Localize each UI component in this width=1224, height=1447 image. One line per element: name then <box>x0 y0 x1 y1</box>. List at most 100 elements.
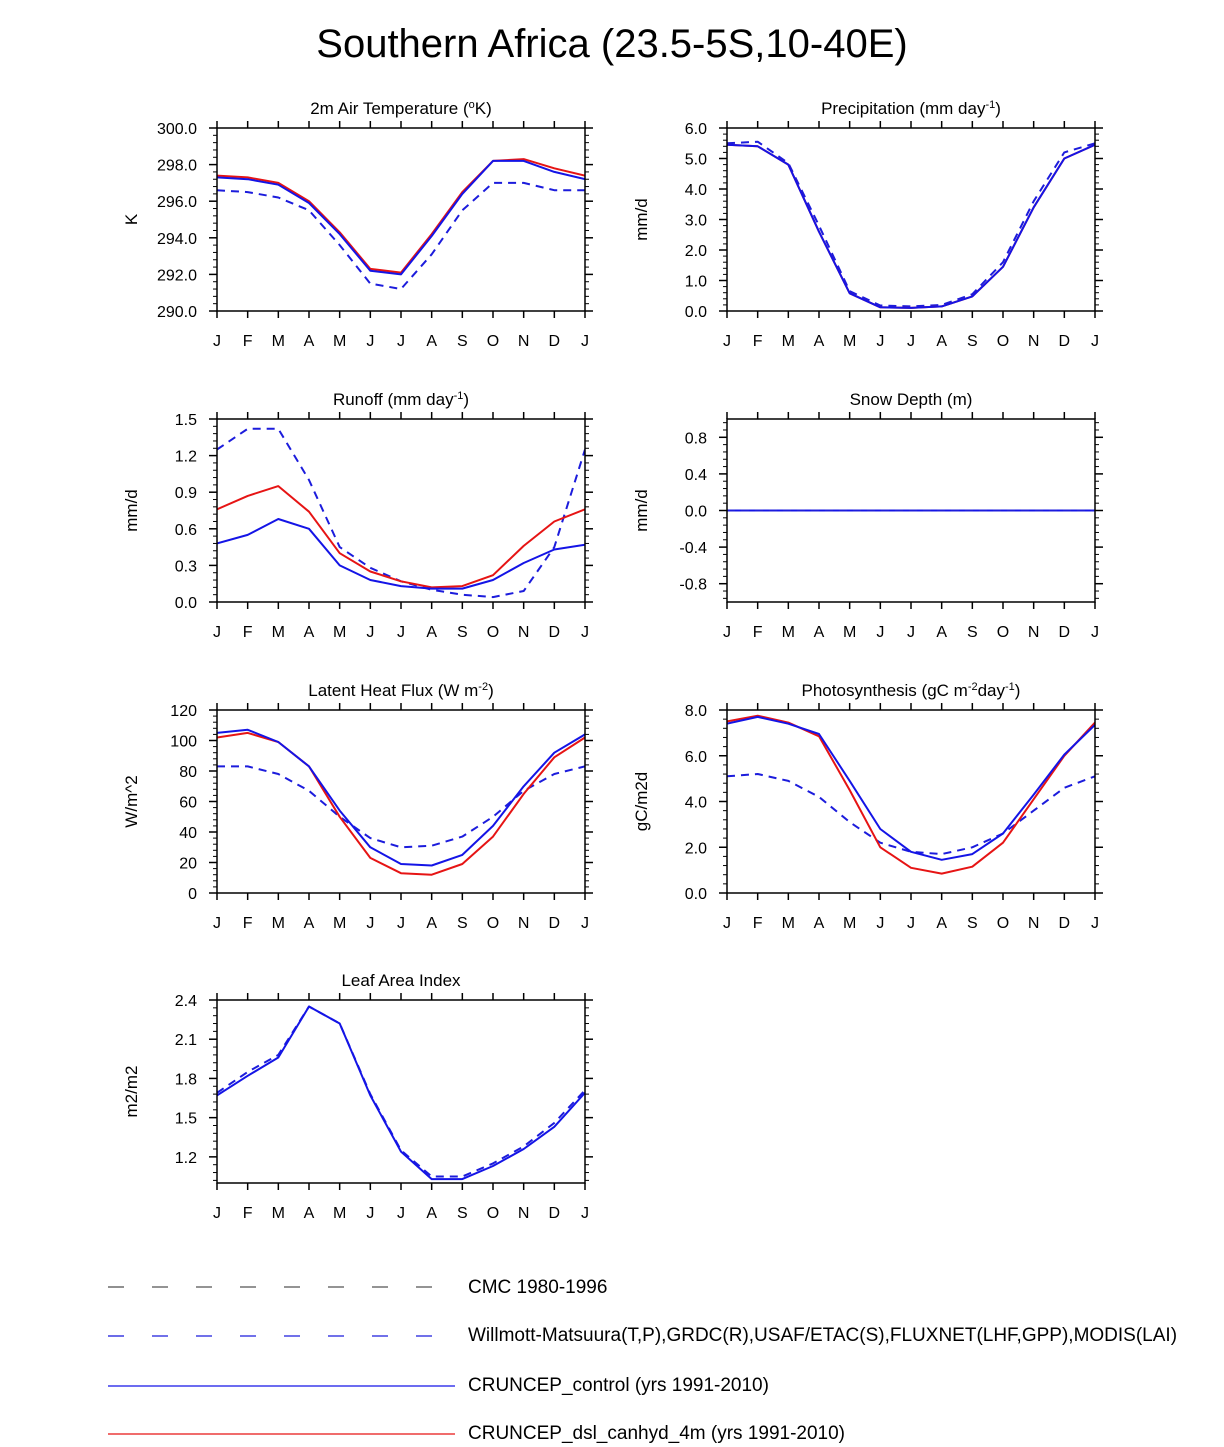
y-axis-label: W/m^2 <box>122 775 141 827</box>
chart-title-sup: -2 <box>478 681 488 693</box>
x-tick-label: O <box>487 624 499 641</box>
x-tick-label: A <box>814 624 825 641</box>
x-tick-label: S <box>967 333 978 350</box>
series-line-cruncep-control <box>217 1005 585 1181</box>
chart-title: Precipitation (mm day-1) <box>821 99 1001 118</box>
x-tick-label: J <box>1091 915 1099 932</box>
y-axis-label: mm/d <box>122 489 141 532</box>
y-tick-label: 0.4 <box>685 467 707 484</box>
x-tick-label: J <box>366 915 374 932</box>
x-tick-label: S <box>457 1205 468 1222</box>
y-tick-label: 80 <box>179 764 197 781</box>
x-tick-label: O <box>487 915 499 932</box>
plot-frame <box>216 709 586 894</box>
chart-title: Latent Heat Flux (W m-2) <box>308 681 494 700</box>
x-tick-label: J <box>213 624 221 641</box>
y-tick-label: 5.0 <box>685 152 707 169</box>
legend-label-canhyd: CRUNCEP_dsl_canhyd_4m (yrs 1991-2010) <box>468 1423 846 1444</box>
y-tick-label: 0.3 <box>175 558 197 575</box>
x-tick-label: D <box>549 624 561 641</box>
y-tick-label: 0.0 <box>685 304 707 321</box>
chart-title-text: Precipitation (mm day <box>821 99 986 118</box>
x-tick-label: A <box>936 915 947 932</box>
x-tick-label: M <box>272 624 285 641</box>
x-tick-label: D <box>1059 624 1071 641</box>
y-axis-label: mm/d <box>632 489 651 532</box>
y-tick-label: 6.0 <box>685 749 707 766</box>
chart-panel-7: J F M A M J J A S O N D J 1.2 1.5 1.8 2.1 2.4 m2/m2 Leaf Ar… <box>122 971 593 1222</box>
y-axis-label: m2/m2 <box>122 1066 141 1118</box>
x-tick-label: J <box>1091 624 1099 641</box>
series-line-cruncep-dsl-canhyd-4m <box>727 143 1095 309</box>
chart-title: Photosynthesis (gC m-2day-1) <box>802 681 1021 700</box>
chart-title-end: ) <box>488 681 494 700</box>
chart-title-end: K) <box>475 99 492 118</box>
y-tick-label: -0.4 <box>679 540 707 557</box>
x-tick-label: S <box>457 624 468 641</box>
x-tick-label: J <box>213 1205 221 1222</box>
x-tick-label: A <box>304 624 315 641</box>
series-line-cruncep-control <box>217 159 585 276</box>
x-tick-label: J <box>876 624 884 641</box>
x-tick-label: J <box>366 333 374 350</box>
y-tick-label: 0.8 <box>685 430 707 447</box>
x-tick-label: J <box>907 333 915 350</box>
y-tick-label: 1.0 <box>685 274 707 291</box>
y-tick-label: 0.0 <box>175 595 197 612</box>
series-line-fluxnet <box>727 773 1095 856</box>
chart-title-end: ) <box>1015 681 1021 700</box>
chart-panel-6: J F M A M J J A S O N D J 0.0 2.0 4.0 6.0 8.0 gC/m2d Photos… <box>632 681 1103 932</box>
y-tick-label: 20 <box>179 856 197 873</box>
y-tick-label: 0 <box>188 886 197 903</box>
x-tick-label: N <box>518 1205 530 1222</box>
x-tick-label: M <box>333 624 346 641</box>
chart-title-text: Snow Depth (m) <box>850 390 973 409</box>
x-tick-label: A <box>814 915 825 932</box>
y-tick-label: 1.2 <box>175 1150 197 1167</box>
x-tick-label: J <box>876 333 884 350</box>
x-tick-label: O <box>487 1205 499 1222</box>
x-tick-label: N <box>518 333 530 350</box>
chart-panel-4: J F M A M J J A S O N D J -0.8 -0.4 0.0 0.4 0.8 mm/d Snow D… <box>632 390 1103 641</box>
y-tick-label: 292.0 <box>157 267 197 284</box>
series-line-fluxnet <box>217 765 585 849</box>
y-axis-label: mm/d <box>632 198 651 241</box>
chart-title-text: Photosynthesis (gC m <box>802 681 968 700</box>
x-tick-label: A <box>936 333 947 350</box>
x-tick-label: F <box>243 624 253 641</box>
x-tick-label: D <box>549 1205 561 1222</box>
y-tick-label: 290.0 <box>157 304 197 321</box>
y-tick-label: 296.0 <box>157 194 197 211</box>
chart-panel-3: J F M A M J J A S O N D J 0.0 0.3 0.6 0.9 1.2 1.5 mm/d Runof… <box>122 390 593 641</box>
x-tick-label: M <box>843 915 856 932</box>
x-tick-label: A <box>304 1205 315 1222</box>
x-tick-label: N <box>1028 624 1040 641</box>
x-tick-label: J <box>397 624 405 641</box>
x-tick-label: J <box>397 333 405 350</box>
x-tick-label: M <box>333 333 346 350</box>
chart-title-text: Runoff (mm day <box>333 390 454 409</box>
x-tick-label: A <box>936 624 947 641</box>
plot-frame <box>726 709 1096 894</box>
series-line-cruncep-control <box>727 143 1095 309</box>
x-tick-label: S <box>967 624 978 641</box>
x-tick-label: J <box>397 915 405 932</box>
x-tick-label: D <box>549 333 561 350</box>
x-tick-label: J <box>213 915 221 932</box>
y-tick-label: 1.8 <box>175 1071 197 1088</box>
x-tick-label: J <box>1091 333 1099 350</box>
y-tick-label: 2.0 <box>685 243 707 260</box>
x-tick-label: O <box>997 915 1009 932</box>
y-tick-label: 4.0 <box>685 182 707 199</box>
y-tick-label: 60 <box>179 795 197 812</box>
x-tick-label: J <box>397 1205 405 1222</box>
y-axis-label: K <box>122 213 141 225</box>
x-tick-label: D <box>1059 333 1071 350</box>
chart-title-text: Leaf Area Index <box>341 971 461 990</box>
legend-label-cmc: CMC 1980-1996 <box>468 1277 608 1298</box>
y-tick-label: 6.0 <box>685 121 707 138</box>
x-tick-label: M <box>843 333 856 350</box>
x-tick-label: F <box>243 333 253 350</box>
x-tick-label: O <box>487 333 499 350</box>
y-tick-label: 3.0 <box>685 213 707 230</box>
